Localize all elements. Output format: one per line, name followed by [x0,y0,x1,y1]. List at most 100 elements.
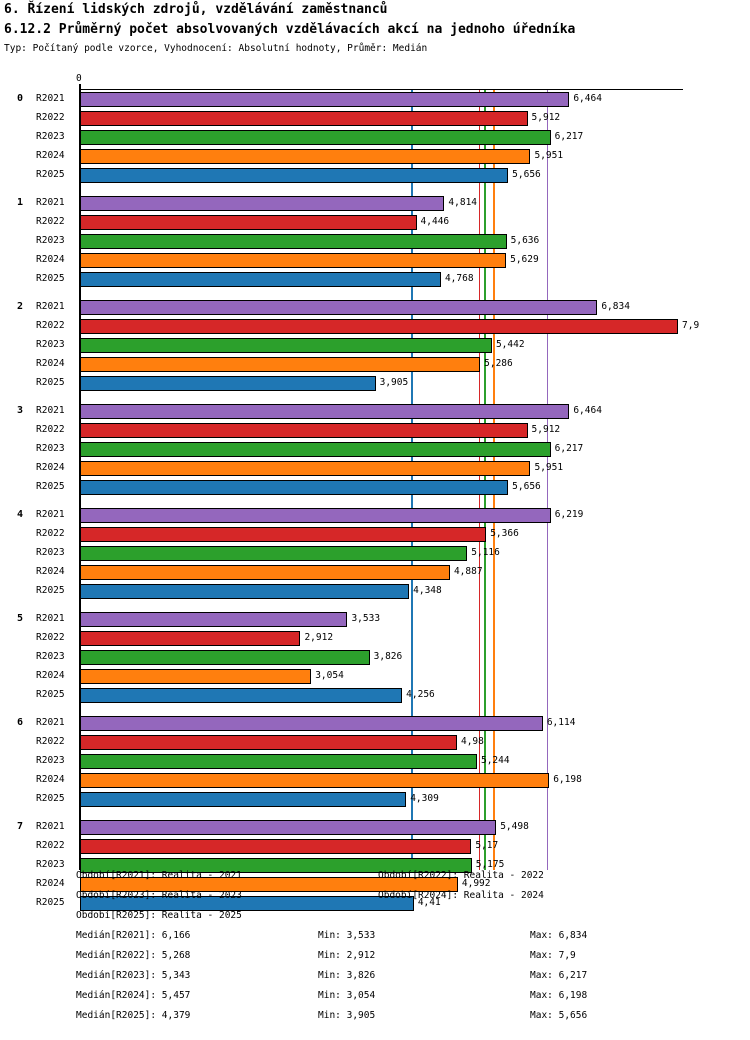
bar-row[interactable]: R2022 5,17 [0,837,750,856]
bar-row[interactable]: R2023 5,636 [0,232,750,251]
bar-r2023[interactable] [80,858,472,873]
bar-r2025[interactable] [80,584,410,599]
bar-value-label: 5,17 [475,840,499,851]
bar-row[interactable]: R2025 4,256 [0,686,750,705]
bar-row[interactable]: R2023 5,442 [0,336,750,355]
bar-r2022[interactable] [80,839,472,854]
bar-row[interactable]: R2022 5,912 [0,109,750,128]
bar-r2022[interactable] [80,215,417,230]
bar-r2021[interactable] [80,612,348,627]
legend-period-left: Období[R2025]: Realita - 2025 [76,910,242,921]
row-label-r2021: R2021 [36,197,65,208]
bar-row[interactable]: R2023 5,116 [0,544,750,563]
bar-row[interactable]: 4 R2021 6,219 [0,506,750,525]
bar-r2021[interactable] [80,404,570,419]
bar-r2024[interactable] [80,877,458,892]
bar-row[interactable]: R2024 6,198 [0,771,750,790]
bar-row[interactable]: 3 R2021 6,464 [0,402,750,421]
bar-r2023[interactable] [80,234,507,249]
bar-value-label: 4,41 [417,897,441,908]
bar-r2021[interactable] [80,92,570,107]
bar-r2024[interactable] [80,669,312,684]
row-label-r2025: R2025 [36,481,65,492]
group-index-label: 2 [16,301,24,312]
bar-r2024[interactable] [80,253,507,268]
bar-row[interactable]: 1 R2021 4,814 [0,194,750,213]
bar-r2025[interactable] [80,792,407,807]
bar-row[interactable]: R2023 6,217 [0,440,750,459]
bar-row[interactable]: R2023 5,175 [0,856,750,875]
bar-row[interactable]: R2025 4,309 [0,790,750,809]
bar-row[interactable]: R2025 5,656 [0,478,750,497]
bar-r2022[interactable] [80,111,528,126]
bar-r2023[interactable] [80,338,492,353]
legend-stats-row: Medián[R2025]: 4,379 Min: 3,905 Max: 5,656 [0,1010,750,1030]
bar-r2022[interactable] [80,735,457,750]
bar-value-label: 3,826 [373,651,403,662]
bar-row[interactable]: 5 R2021 3,533 [0,610,750,629]
bar-row[interactable]: R2025 3,905 [0,374,750,393]
bar-r2021[interactable] [80,196,445,211]
bar-row[interactable]: R2025 4,768 [0,270,750,289]
bar-row[interactable]: 7 R2021 5,498 [0,818,750,837]
bar-r2025[interactable] [80,688,403,703]
legend-period-right: Období[R2024]: Realita - 2024 [378,890,544,901]
bar-row[interactable]: R2022 4,446 [0,213,750,232]
row-label-r2023: R2023 [36,443,65,454]
bar-r2023[interactable] [80,650,370,665]
bar-row[interactable]: 6 R2021 6,114 [0,714,750,733]
bar-r2024[interactable] [80,149,531,164]
bar-r2021[interactable] [80,508,551,523]
bar-value-label: 5,951 [534,462,564,473]
bar-row[interactable]: 2 R2021 6,834 [0,298,750,317]
bar-row[interactable]: 0 R2021 6,464 [0,90,750,109]
bar-row[interactable]: R2023 3,826 [0,648,750,667]
bar-r2021[interactable] [80,716,543,731]
bar-row[interactable]: R2025 4,348 [0,582,750,601]
bar-r2025[interactable] [80,168,509,183]
bar-r2023[interactable] [80,442,551,457]
bar-value-label: 4,256 [406,689,435,700]
bar-r2024[interactable] [80,357,481,372]
bar-r2023[interactable] [80,546,468,561]
bar-value-label: 5,912 [531,424,561,435]
bar-row[interactable]: R2025 5,656 [0,166,750,185]
bar-r2022[interactable] [80,319,679,334]
bar-row[interactable]: R2024 4,887 [0,563,750,582]
bar-row[interactable]: R2024 5,951 [0,459,750,478]
bar-row[interactable]: R2022 5,366 [0,525,750,544]
bar-r2021[interactable] [80,820,497,835]
group-index-label: 5 [16,613,24,624]
bar-r2023[interactable] [80,754,477,769]
bar-r2023[interactable] [80,130,551,145]
bar-row[interactable]: R2022 5,912 [0,421,750,440]
bar-value-label: 2,912 [304,632,334,643]
bar-value-label: 4,309 [410,793,439,804]
bar-value-label: 5,366 [490,528,519,539]
bar-row[interactable]: R2024 5,951 [0,147,750,166]
bar-r2025[interactable] [80,272,441,287]
bar-r2022[interactable] [80,631,301,646]
row-label-r2021: R2021 [36,717,65,728]
bar-r2025[interactable] [80,896,414,911]
bar-r2025[interactable] [80,376,376,391]
bar-row[interactable]: R2022 4,98 [0,733,750,752]
bar-row[interactable]: R2025 4,41 [0,894,750,913]
bar-row[interactable]: R2024 5,629 [0,251,750,270]
bar-row[interactable]: R2024 4,992 [0,875,750,894]
bar-r2021[interactable] [80,300,598,315]
bar-r2022[interactable] [80,527,487,542]
row-label-r2021: R2021 [36,93,65,104]
bar-row[interactable]: R2024 3,054 [0,667,750,686]
bar-r2024[interactable] [80,773,550,788]
bar-r2025[interactable] [80,480,509,495]
bar-row[interactable]: R2022 7,9 [0,317,750,336]
bar-row[interactable]: R2022 2,912 [0,629,750,648]
bar-row[interactable]: R2024 5,286 [0,355,750,374]
bar-row[interactable]: R2023 5,244 [0,752,750,771]
bar-r2024[interactable] [80,565,450,580]
bar-r2024[interactable] [80,461,531,476]
bar-r2022[interactable] [80,423,528,438]
bar-row[interactable]: R2023 6,217 [0,128,750,147]
legend-stats-row: Medián[R2022]: 5,268 Min: 2,912 Max: 7,9 [0,950,750,970]
